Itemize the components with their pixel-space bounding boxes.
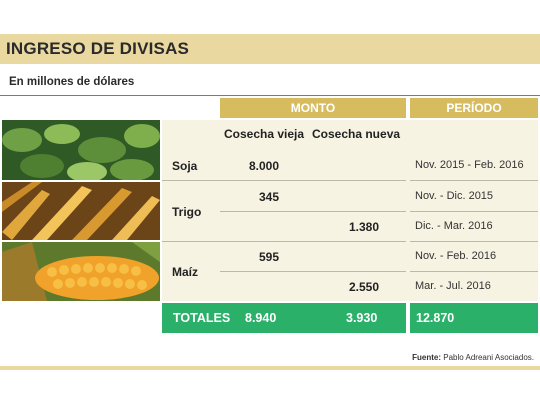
periodo-header: PERÍODO [410,98,538,118]
trigo-periodo-vieja: Nov. - Dic. 2015 [415,190,494,202]
row-divider [162,241,406,242]
monto-header: MONTO [220,98,406,118]
maiz-vieja-value: 595 [258,250,279,264]
trigo-vieja-value: 345 [258,190,279,204]
maiz-photo [2,242,160,301]
trigo-periodo-nueva: Dic. - Mar. 2016 [415,220,493,232]
source-note: Fuente: Pablo Adreani Asociados. [412,353,534,362]
maiz-nueva-value: 2.550 [348,280,379,294]
row-divider [162,180,406,181]
table-background [162,120,538,301]
row-divider [410,271,538,272]
totals-bar-periodo [410,303,538,333]
divider [0,95,540,96]
bottom-band [0,366,540,370]
soja-vieja-value: 8.000 [248,159,279,173]
row-label-soja: Soja [172,159,198,173]
maiz-periodo-nueva: Mar. - Jul. 2016 [415,280,491,292]
totals-nueva: 3.930 [346,311,378,325]
row-divider [410,211,538,212]
row-divider [220,211,406,212]
trigo-photo [2,182,160,240]
row-divider [410,180,538,181]
row-label-maiz: Maíz [172,265,199,279]
source-label: Fuente: [412,353,442,362]
totals-vieja: 8.940 [245,311,277,325]
totals-label: TOTALES [173,311,231,325]
cosecha-vieja-header: Cosecha vieja [224,127,305,141]
soja-periodo: Nov. 2015 - Feb. 2016 [415,159,524,171]
soja-photo [2,120,160,180]
source-text: Pablo Adreani Asociados. [443,353,534,362]
totals-total: 12.870 [416,311,455,325]
row-label-trigo: Trigo [172,205,202,219]
row-divider [410,241,538,242]
title-band [0,34,540,64]
row-divider [220,271,406,272]
page-subtitle: En millones de dólares [9,76,135,88]
totals-bar [162,303,406,333]
cosecha-nueva-header: Cosecha nueva [312,127,401,141]
trigo-nueva-value: 1.380 [348,220,379,234]
page-title: INGRESO DE DIVISAS [6,39,190,58]
maiz-periodo-vieja: Nov. - Feb. 2016 [415,250,497,262]
